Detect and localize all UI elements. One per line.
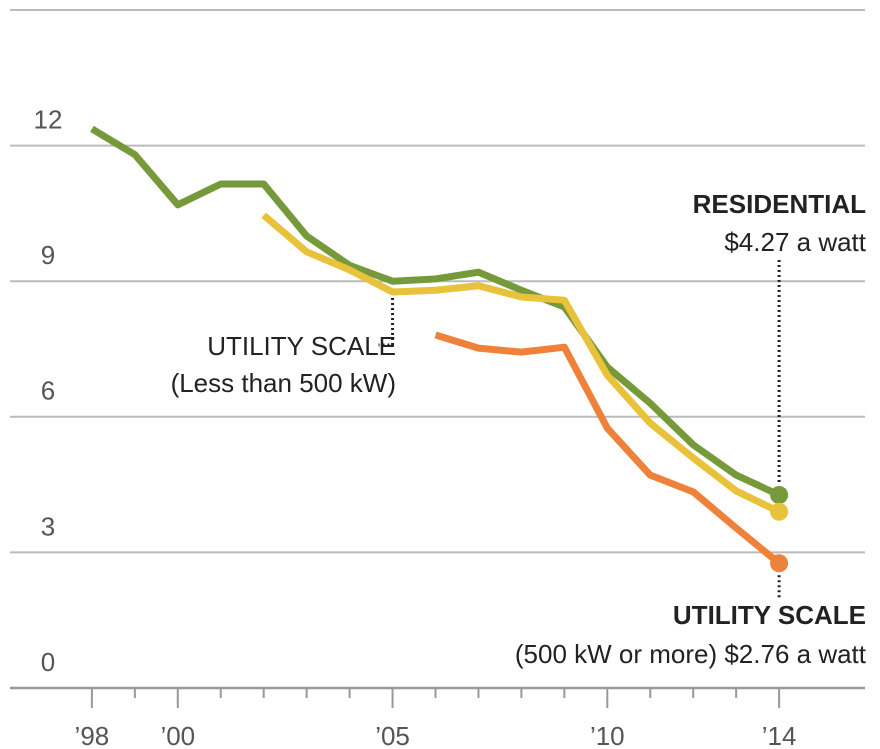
series-name: UTILITY SCALE: [207, 331, 396, 361]
y-tick-label: 3: [41, 511, 55, 541]
series-note: (Less than 500 kW): [171, 368, 396, 398]
end-dot: [770, 502, 789, 521]
y-tick-label: 0: [41, 647, 55, 677]
series-note: (500 kW or more) $2.76 a watt: [515, 639, 867, 669]
series-name: UTILITY SCALE: [673, 600, 866, 630]
leader: [378, 298, 395, 347]
x-tick-label: ’05: [375, 721, 410, 749]
y-tick-label: 9: [41, 240, 55, 270]
series-note: $4.27 a watt: [724, 227, 866, 257]
series-line: [434, 331, 782, 566]
x-tick-label: ’10: [590, 721, 625, 749]
series-name: RESIDENTIAL: [693, 189, 866, 219]
x-tick-label: ’14: [762, 721, 797, 749]
y-tick-label: 6: [41, 376, 55, 406]
x-tick-label: ’00: [160, 721, 195, 749]
x-tick-label: ’98: [75, 721, 110, 749]
series-line: [90, 125, 781, 499]
y-tick-label: 12: [34, 104, 63, 134]
end-dot: [770, 554, 789, 573]
series-line: [261, 212, 781, 515]
end-dot: [770, 485, 789, 504]
